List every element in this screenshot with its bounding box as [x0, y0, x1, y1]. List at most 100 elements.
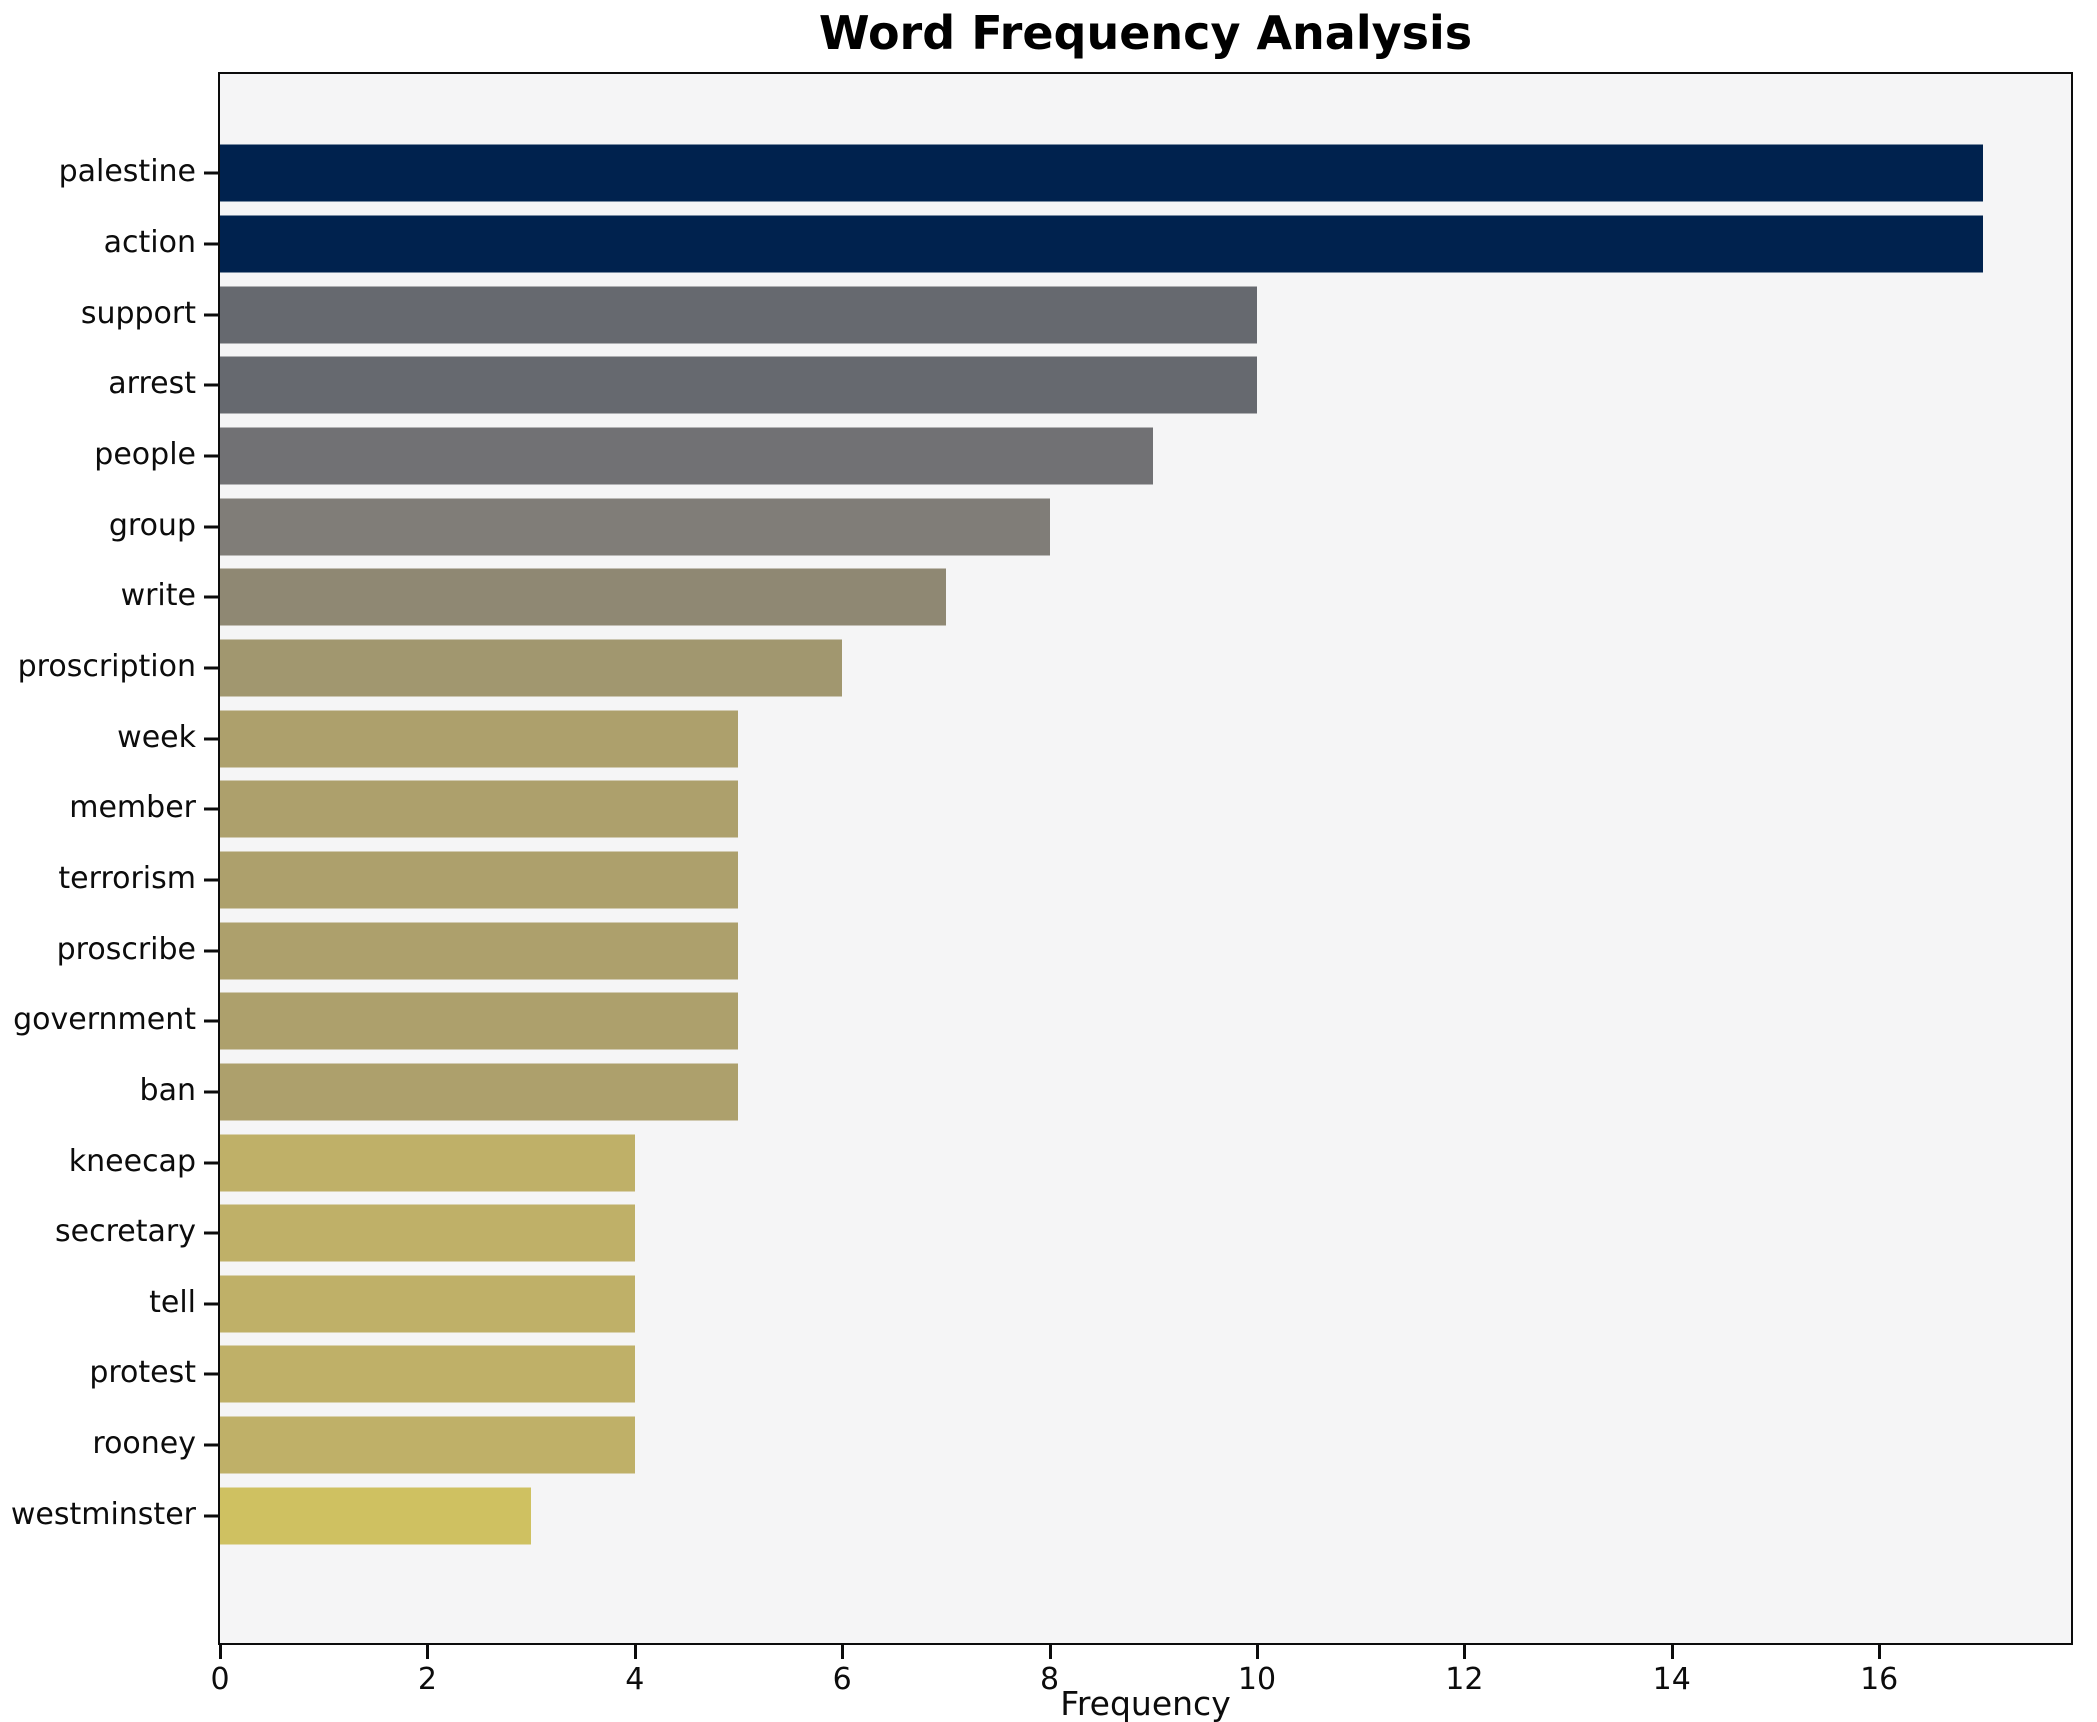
bar-row: member	[0, 774, 2073, 845]
x-tick-mark	[1670, 1645, 1674, 1659]
y-tick-mark	[204, 1443, 218, 1447]
bar-row: secretary	[0, 1198, 2073, 1269]
y-tick-mark	[204, 737, 218, 741]
y-tick-label: proscribe	[56, 931, 196, 967]
bar-government	[220, 992, 739, 1050]
bar-row: week	[0, 703, 2073, 774]
x-tick-label: 4	[625, 1662, 645, 1697]
y-tick-label: government	[13, 1002, 196, 1038]
x-axis-label: Frequency	[1060, 1684, 1231, 1722]
bar-row: westminster	[0, 1480, 2073, 1551]
y-tick-label: support	[80, 295, 196, 331]
bar-rows-container: palestine action support arrest people group w…	[0, 74, 2073, 1643]
bar-row: arrest	[0, 350, 2073, 421]
x-tick-label: 10	[1237, 1662, 1277, 1697]
x-tick-label: 16	[1860, 1662, 1899, 1697]
y-tick-mark	[204, 1231, 218, 1235]
bar-row: ban	[0, 1057, 2073, 1128]
bar-ban	[220, 1063, 739, 1121]
bar-write	[220, 568, 946, 626]
x-tick-mark	[1255, 1645, 1259, 1659]
bar-row: action	[0, 209, 2073, 280]
bar-tell	[220, 1275, 635, 1333]
y-tick-label: ban	[139, 1072, 196, 1108]
y-tick-label: write	[120, 578, 196, 614]
y-tick-mark	[204, 1514, 218, 1518]
y-tick-mark	[204, 595, 218, 599]
x-tick-label: 2	[417, 1662, 437, 1697]
bar-people	[220, 427, 1154, 485]
bar-terrorism	[220, 851, 739, 909]
y-tick-mark	[204, 1161, 218, 1165]
bar-row: government	[0, 986, 2073, 1057]
y-tick-mark	[204, 383, 218, 387]
y-tick-label: arrest	[108, 366, 196, 402]
bar-row: group	[0, 491, 2073, 562]
x-tick-mark	[633, 1645, 637, 1659]
bar-row: support	[0, 279, 2073, 350]
y-tick-mark	[204, 1372, 218, 1376]
bar-group	[220, 498, 1050, 556]
chart-title: Word Frequency Analysis	[818, 6, 1473, 60]
y-tick-label: group	[108, 507, 196, 543]
y-tick-label: protest	[89, 1355, 196, 1391]
bar-palestine	[220, 144, 1983, 202]
x-tick-mark	[1048, 1645, 1052, 1659]
bar-row: kneecap	[0, 1127, 2073, 1198]
bar-support	[220, 286, 1257, 344]
bar-member	[220, 780, 739, 838]
y-tick-label: terrorism	[58, 860, 196, 896]
y-tick-mark	[204, 878, 218, 882]
y-tick-label: palestine	[58, 154, 196, 190]
y-tick-mark	[204, 171, 218, 175]
bar-row: terrorism	[0, 845, 2073, 916]
x-tick-label: 8	[1040, 1662, 1060, 1697]
y-tick-mark	[204, 807, 218, 811]
bar-row: proscription	[0, 633, 2073, 704]
x-tick-label: 6	[832, 1662, 852, 1697]
y-tick-mark	[204, 949, 218, 953]
bar-proscription	[220, 639, 843, 697]
bar-rooney	[220, 1416, 635, 1474]
y-tick-mark	[204, 454, 218, 458]
y-tick-mark	[204, 313, 218, 317]
x-tick-mark	[426, 1645, 430, 1659]
x-tick-mark	[1878, 1645, 1882, 1659]
x-tick-mark	[219, 1645, 222, 1659]
bar-row: write	[0, 562, 2073, 633]
bar-row: palestine	[0, 138, 2073, 209]
bar-row: proscribe	[0, 915, 2073, 986]
y-tick-label: kneecap	[68, 1143, 196, 1179]
bar-action	[220, 215, 1983, 273]
y-tick-label: week	[117, 719, 196, 755]
bar-row: people	[0, 421, 2073, 492]
bar-row: rooney	[0, 1410, 2073, 1481]
x-tick-label: 14	[1652, 1662, 1691, 1697]
y-tick-label: member	[69, 790, 196, 826]
y-tick-mark	[204, 1302, 218, 1306]
bar-row: protest	[0, 1339, 2073, 1410]
y-tick-label: secretary	[55, 1214, 196, 1250]
bar-protest	[220, 1345, 635, 1403]
bar-arrest	[220, 356, 1257, 414]
y-tick-label: tell	[149, 1284, 196, 1320]
bar-secretary	[220, 1204, 635, 1262]
bar-proscribe	[220, 922, 739, 980]
x-tick-mark	[841, 1645, 845, 1659]
y-tick-label: westminster	[10, 1496, 196, 1532]
y-tick-label: proscription	[17, 649, 196, 685]
y-tick-label: rooney	[92, 1426, 196, 1462]
y-tick-mark	[204, 242, 218, 246]
y-tick-label: people	[94, 437, 196, 473]
y-tick-mark	[204, 525, 218, 529]
x-tick-mark	[1463, 1645, 1467, 1659]
bar-westminster	[220, 1487, 532, 1545]
bar-kneecap	[220, 1134, 635, 1192]
bar-week	[220, 710, 739, 768]
x-tick-label: 12	[1445, 1662, 1484, 1697]
y-tick-mark	[204, 1019, 218, 1023]
x-tick-label: 0	[210, 1662, 230, 1697]
y-tick-mark	[204, 1090, 218, 1094]
bar-row: tell	[0, 1269, 2073, 1340]
